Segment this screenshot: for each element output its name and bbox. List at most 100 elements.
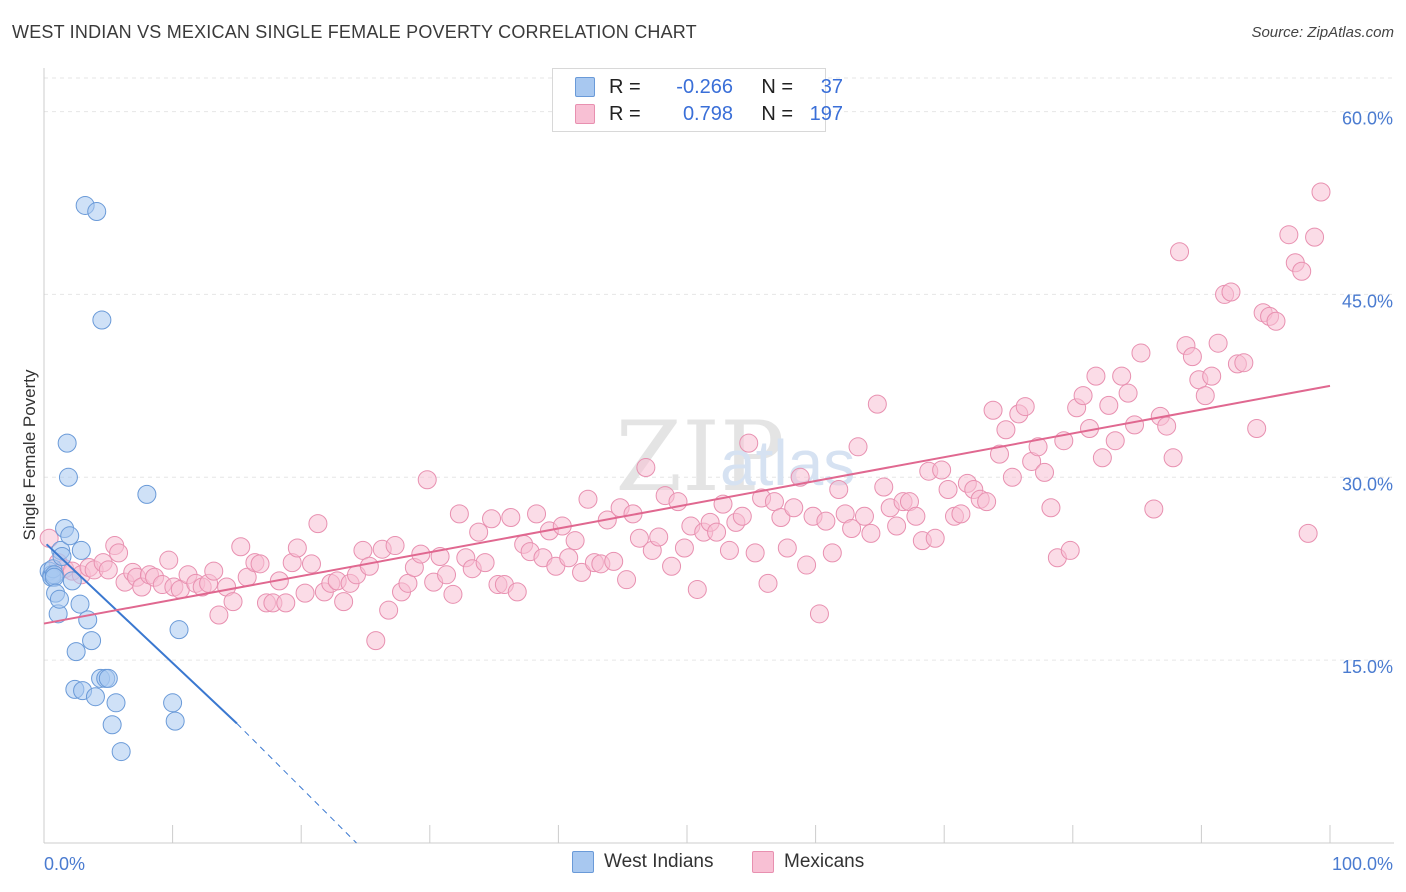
mexicans-point bbox=[951, 504, 971, 524]
west-indians-point bbox=[44, 567, 64, 587]
west-indians-point bbox=[87, 202, 107, 222]
mexicans-point bbox=[366, 631, 386, 651]
mexicans-point bbox=[662, 556, 682, 576]
mexicans-point bbox=[977, 492, 997, 512]
west-indians-point bbox=[58, 467, 78, 487]
mexicans-point bbox=[507, 582, 527, 602]
mexicans-point bbox=[417, 470, 437, 490]
mexicans-point bbox=[1266, 311, 1286, 331]
mexicans-point bbox=[707, 522, 727, 542]
mexicans-point bbox=[353, 540, 373, 560]
mexicans-point bbox=[790, 467, 810, 487]
y-tick-label: 60.0% bbox=[1342, 109, 1393, 129]
n-value-mexicans: 197 bbox=[809, 102, 843, 125]
west-indians-point bbox=[60, 526, 80, 546]
mexicans-point bbox=[385, 536, 405, 556]
west-indians-point bbox=[52, 547, 72, 567]
tick-labels: 15.0% 30.0% 45.0% 60.0% 0.0% 100.0% bbox=[44, 109, 1393, 874]
mexicans-point bbox=[674, 538, 694, 558]
r-value-mexicans: 0.798 bbox=[682, 102, 733, 125]
mexicans-point bbox=[739, 433, 759, 453]
west-indians-legend-swatch bbox=[572, 851, 594, 873]
mexicans-point bbox=[636, 458, 656, 478]
mexicans-point bbox=[687, 579, 707, 599]
west-indians-trend-extension bbox=[236, 723, 357, 844]
mexicans-point bbox=[1279, 225, 1299, 245]
mexicans-point bbox=[301, 554, 321, 574]
mexicans-point bbox=[604, 551, 624, 571]
x-tick-label-max: 100.0% bbox=[1332, 854, 1393, 874]
mexicans-point bbox=[1015, 397, 1035, 417]
west-indians-point bbox=[163, 693, 183, 713]
mexicans-point bbox=[1221, 282, 1241, 302]
mexicans-point bbox=[295, 583, 315, 603]
mexicans-point bbox=[1195, 386, 1215, 406]
mexicans-point bbox=[1073, 386, 1093, 406]
mexicans-point bbox=[887, 516, 907, 536]
mexicans-point bbox=[159, 550, 179, 570]
mexicans-point bbox=[1035, 462, 1055, 482]
mexicans-point bbox=[379, 600, 399, 620]
trend-lines bbox=[43, 384, 1331, 844]
mexicans-point bbox=[1041, 498, 1061, 518]
mexicans-point bbox=[1163, 448, 1183, 468]
bottom-legend-west-indians: West Indians bbox=[572, 851, 713, 873]
mexicans-point bbox=[719, 540, 739, 560]
n-label: N = bbox=[761, 75, 793, 98]
mexicans-point bbox=[1202, 366, 1222, 386]
west-indians-legend-label: West Indians bbox=[604, 851, 714, 872]
mexicans-point bbox=[209, 605, 229, 625]
mexicans-point bbox=[822, 543, 842, 563]
mexicans-point bbox=[475, 553, 495, 573]
west-indians-point bbox=[106, 693, 126, 713]
legend-row-mexicans: R = 0.798 N = 197 bbox=[575, 101, 843, 127]
mexicans-point bbox=[287, 538, 307, 558]
mexicans-point bbox=[565, 531, 585, 551]
mexicans-point bbox=[777, 538, 797, 558]
west-indians-swatch bbox=[575, 77, 595, 97]
mexicans-point bbox=[308, 514, 328, 534]
west-indians-point bbox=[137, 484, 157, 504]
mexicans-point bbox=[1092, 448, 1112, 468]
y-tick-label: 15.0% bbox=[1342, 657, 1393, 677]
n-value-west-indians: 37 bbox=[820, 75, 843, 98]
west-indians-point bbox=[98, 668, 118, 688]
mexicans-point bbox=[996, 420, 1016, 440]
mexicans-point bbox=[1157, 416, 1177, 436]
mexicans-point bbox=[1002, 467, 1022, 487]
bottom-legend-mexicans: Mexicans bbox=[752, 851, 864, 873]
mexicans-point bbox=[1170, 242, 1190, 262]
source-credit: Source: ZipAtlas.com bbox=[1251, 24, 1394, 41]
mexicans-point bbox=[231, 537, 251, 557]
mexicans-point bbox=[1118, 383, 1138, 403]
mexicans-point bbox=[732, 506, 752, 526]
r-label: R = bbox=[609, 75, 641, 98]
mexicans-point bbox=[437, 565, 457, 585]
mexicans-point bbox=[649, 527, 669, 547]
mexicans-trend-line bbox=[43, 384, 1331, 625]
mexicans-point bbox=[848, 437, 868, 457]
west-indians-point bbox=[165, 711, 185, 731]
west-indians-point bbox=[111, 742, 131, 762]
mexicans-point bbox=[578, 489, 598, 509]
west-indians-point bbox=[102, 715, 122, 735]
west-indians-point bbox=[82, 631, 102, 651]
mexicans-point bbox=[745, 543, 765, 563]
mexicans-point bbox=[1099, 395, 1119, 415]
mexicans-point bbox=[204, 561, 224, 581]
west-indians-point bbox=[62, 571, 82, 591]
r-label: R = bbox=[609, 102, 641, 125]
mexicans-point bbox=[771, 508, 791, 528]
mexicans-point bbox=[809, 604, 829, 624]
mexicans-point bbox=[1298, 523, 1318, 543]
mexicans-point bbox=[1125, 415, 1145, 435]
mexicans-point bbox=[1112, 366, 1132, 386]
mexicans-point bbox=[854, 506, 874, 526]
mexicans-point bbox=[861, 523, 881, 543]
mexicans-point bbox=[1060, 540, 1080, 560]
west-indians-point bbox=[71, 540, 91, 560]
mexicans-point bbox=[1247, 419, 1267, 439]
mexicans-point bbox=[98, 560, 118, 580]
mexicans-point bbox=[629, 528, 649, 548]
